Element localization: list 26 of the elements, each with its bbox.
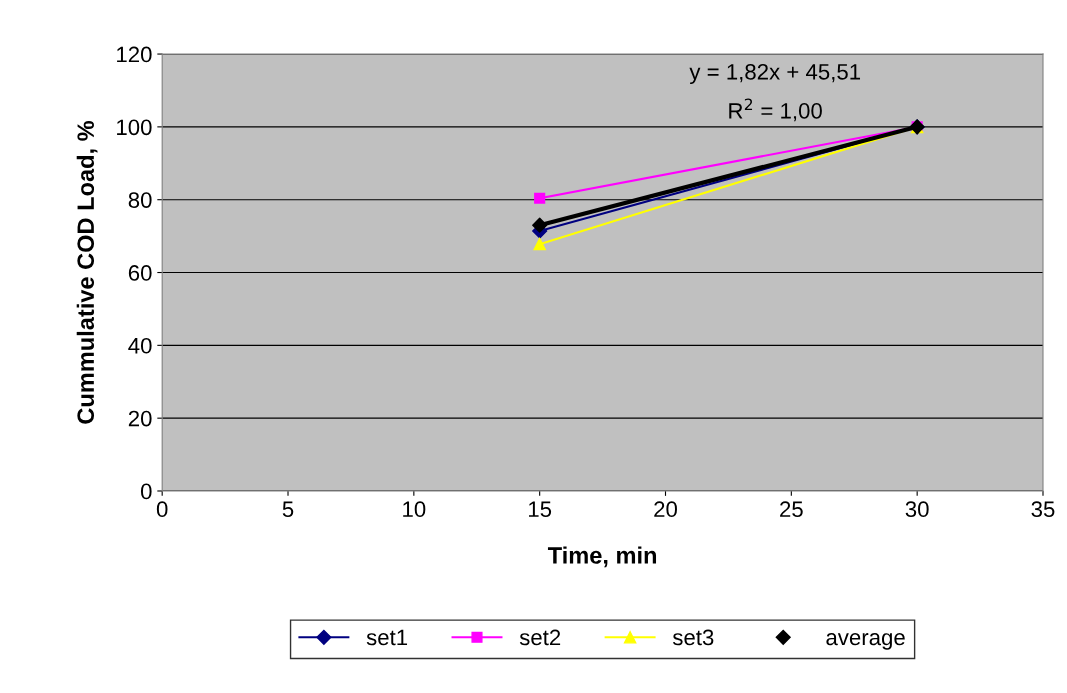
y-tick-label: 120: [117, 46, 152, 63]
legend-label: average: [826, 633, 905, 650]
x-tick-label: 15: [529, 501, 552, 518]
y-axis-title: Cummulative COD Load, %: [76, 120, 98, 424]
point: [533, 237, 546, 251]
y-tick-label: 80: [128, 192, 152, 208]
x-axis-title: Time, min: [547, 546, 657, 568]
x-tick-label: 10: [403, 501, 426, 518]
y-tick-label: 60: [128, 265, 152, 281]
y-tick-label: 100: [117, 119, 152, 136]
x-tick-label: 20: [654, 501, 677, 518]
legend-label: set1: [366, 629, 408, 646]
point: [532, 217, 548, 233]
y-tick-label: 40: [128, 337, 152, 354]
x-tick-label: 35: [1031, 501, 1055, 518]
y-tick-label: 20: [128, 410, 152, 427]
point: [534, 192, 546, 204]
x-tick-label: 25: [780, 501, 803, 518]
x-tick-label: 5: [282, 501, 294, 518]
legend-label: set3: [672, 629, 714, 646]
x-tick-label: 30: [905, 501, 929, 518]
annotation: R$^{2}$ = 1,00: [729, 98, 822, 122]
x-tick-label: 0: [156, 501, 168, 518]
y-tick-label: 0: [140, 483, 152, 500]
annotation: y = 1,82x + 45,51: [689, 63, 861, 85]
legend-label: set2: [519, 629, 561, 646]
